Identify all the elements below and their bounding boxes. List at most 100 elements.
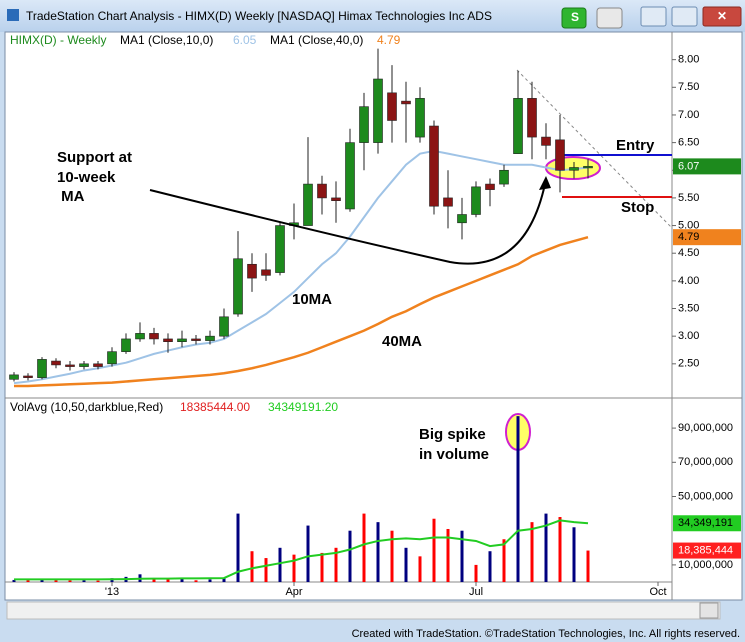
candle-body xyxy=(261,269,271,276)
volume-bar xyxy=(474,564,478,582)
volume-bar xyxy=(166,579,170,582)
volume-bar xyxy=(320,552,324,582)
volume-bar xyxy=(12,579,16,582)
candle-body xyxy=(443,197,453,207)
candle-body xyxy=(233,258,243,315)
volume-bar xyxy=(390,530,394,582)
volume-bar xyxy=(530,522,534,582)
volume-bar xyxy=(82,580,86,582)
volume-bar xyxy=(26,580,30,582)
scroll-thumb[interactable] xyxy=(699,602,719,619)
volume-bar xyxy=(446,528,450,582)
candle-body xyxy=(163,338,173,342)
y-tick-label: 3.00 xyxy=(678,330,699,342)
candle-body xyxy=(191,338,201,341)
maximize-button[interactable] xyxy=(671,6,698,27)
candle-body xyxy=(51,360,61,366)
volume-bar xyxy=(250,551,254,582)
y-tick-label: 2.50 xyxy=(678,358,699,370)
x-tick-label: '13 xyxy=(105,586,119,598)
volume-bar xyxy=(376,522,380,582)
candle-body xyxy=(219,316,229,337)
strategy-button[interactable] xyxy=(561,7,587,29)
volume-bar xyxy=(222,577,226,582)
legend-entry: MA1 (Close,10,0) xyxy=(120,33,213,47)
y-tick-label: 5.50 xyxy=(678,192,699,204)
y-tick-label: 7.00 xyxy=(678,109,699,121)
close-button[interactable] xyxy=(702,6,742,27)
y-tick-label: 90,000,000 xyxy=(678,422,733,434)
candle-body xyxy=(513,98,523,154)
candle-body xyxy=(177,338,187,342)
window-title: TradeStation Chart Analysis - HIMX(D) We… xyxy=(26,9,492,23)
candle-body xyxy=(471,186,481,215)
minimize-button[interactable] xyxy=(640,6,667,27)
candle-body xyxy=(457,214,467,224)
candle-body xyxy=(317,183,327,199)
candle-body xyxy=(205,335,215,341)
annotation: 40MA xyxy=(382,333,422,350)
volume-bar xyxy=(68,580,72,582)
line xyxy=(14,235,589,388)
y-tick-label: 70,000,000 xyxy=(678,456,733,468)
menu-button[interactable] xyxy=(596,7,623,29)
candle-body xyxy=(303,183,313,226)
legend-entry: MA1 (Close,40,0) xyxy=(270,33,363,47)
volume-bar xyxy=(40,579,44,582)
candle-body xyxy=(135,333,145,340)
candle-body xyxy=(569,167,579,171)
value-box xyxy=(673,158,741,175)
volume-bar xyxy=(586,550,590,582)
volume-bar xyxy=(278,547,282,582)
y-tick-label: 50,000,000 xyxy=(678,490,733,502)
annotation: MA xyxy=(57,188,85,205)
candle-body xyxy=(331,197,341,201)
candle-body xyxy=(121,338,131,352)
volume-bar xyxy=(96,580,100,582)
value-box xyxy=(673,515,741,532)
volume-bar xyxy=(572,527,576,582)
support-curve xyxy=(149,183,546,265)
candle-body xyxy=(373,78,383,143)
volume-bar xyxy=(208,579,212,582)
close-icon[interactable]: ✕ xyxy=(717,9,727,23)
candle-body xyxy=(359,106,369,143)
candle-body xyxy=(583,166,593,169)
candle-body xyxy=(401,100,411,105)
legend-value: 6.05 xyxy=(233,33,257,47)
scrollbar[interactable] xyxy=(6,601,721,620)
y-tick-label: 5.00 xyxy=(678,219,699,231)
value-box-label: 18,385,444 xyxy=(678,544,733,556)
volume-bar xyxy=(306,525,310,582)
candle-body xyxy=(541,136,551,146)
candle-body xyxy=(37,359,47,378)
legend-value: 18385444.00 xyxy=(180,400,250,414)
candle-body xyxy=(499,169,509,185)
y-tick-label: 4.00 xyxy=(678,275,699,287)
volume-bar xyxy=(362,513,366,582)
volume-bar xyxy=(292,554,296,582)
y-tick-label: 6.50 xyxy=(678,137,699,149)
annotation: Entry xyxy=(616,137,655,154)
volume-bar xyxy=(236,513,240,582)
x-tick-label: Oct xyxy=(649,586,666,598)
annotation: Big spike xyxy=(419,426,486,443)
value-box xyxy=(673,542,741,559)
volume-bar xyxy=(516,416,520,582)
volume-bar xyxy=(502,539,506,582)
value-box xyxy=(673,229,741,246)
volume-bar xyxy=(264,558,268,582)
volume-bar xyxy=(348,530,352,582)
annotation: Support at xyxy=(57,149,132,166)
legend-value: 34349191.20 xyxy=(268,400,338,414)
footer: Created with TradeStation. ©TradeStation… xyxy=(352,628,740,640)
candle-body xyxy=(275,225,285,273)
candle-body xyxy=(149,333,159,340)
volume-bar xyxy=(152,578,156,582)
volume-bar xyxy=(418,556,422,582)
strategy-button-label[interactable]: S xyxy=(571,10,579,24)
candle-body xyxy=(9,374,19,380)
volume-bar xyxy=(404,547,408,582)
volume-bar xyxy=(460,530,464,582)
value-box-label: 6.07 xyxy=(678,160,699,172)
